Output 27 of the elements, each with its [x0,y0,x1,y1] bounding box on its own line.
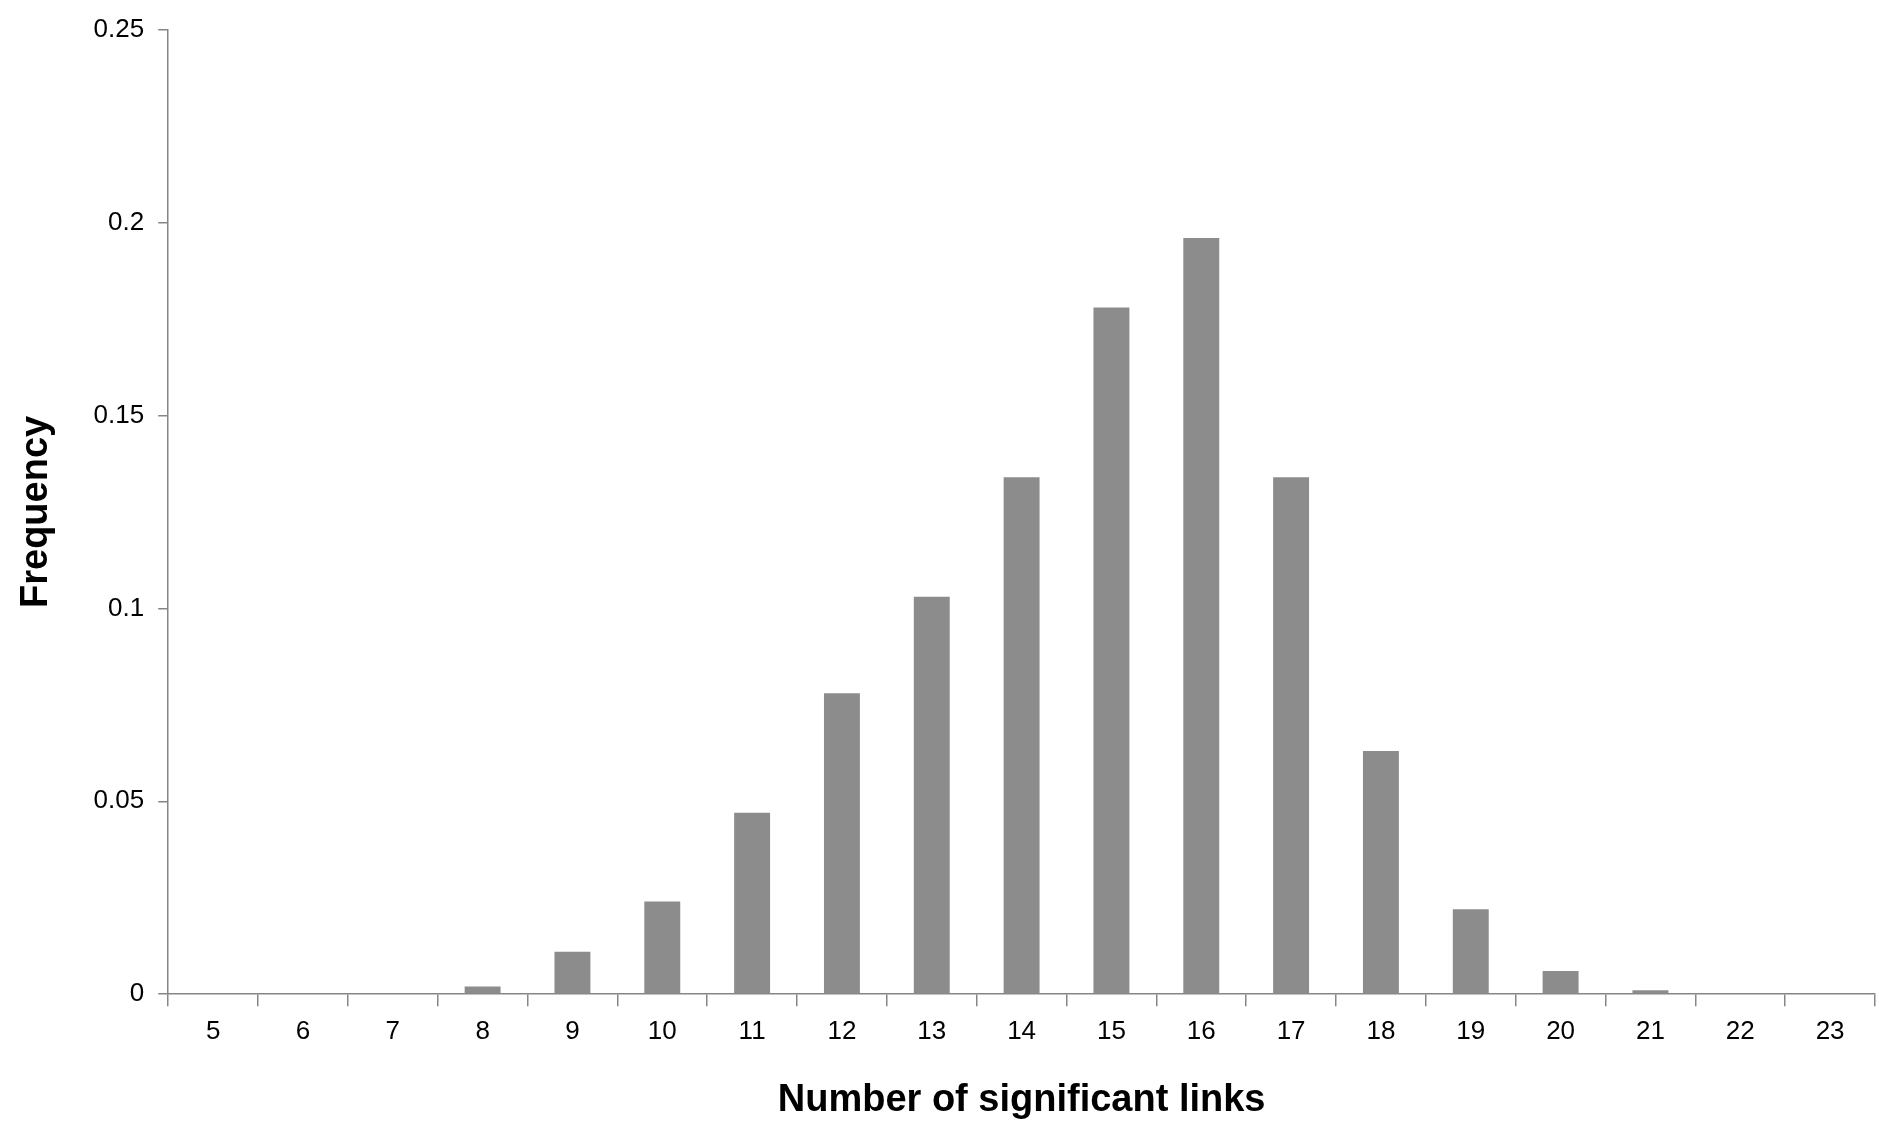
y-tick-label: 0 [129,977,145,1008]
y-tick-label: 0.05 [93,784,145,815]
x-tick-label: 13 [917,1014,947,1045]
x-tick-label: 6 [295,1014,311,1045]
x-tick-label: 19 [1456,1014,1486,1045]
y-tick-label: 0.15 [93,398,145,429]
y-tick-label: 0.25 [93,12,145,43]
x-tick-label: 21 [1635,1014,1665,1045]
y-axis-title: Frequency [13,415,56,608]
x-tick-label: 20 [1546,1014,1576,1045]
x-tick-label: 9 [565,1014,580,1045]
x-tick-label: 23 [1815,1014,1845,1045]
x-tick-label: 18 [1366,1014,1396,1045]
x-tick-label: 17 [1276,1014,1306,1045]
y-tick-label: 0.1 [108,591,145,622]
x-tick-label: 16 [1186,1014,1216,1045]
x-tick-label: 5 [205,1014,221,1045]
x-tick-label: 14 [1007,1014,1037,1045]
x-tick-label: 10 [647,1014,677,1045]
x-tick-label: 22 [1725,1014,1755,1045]
x-tick-label: 12 [827,1014,857,1045]
x-tick-label: 11 [738,1014,766,1045]
x-tick-label: 15 [1096,1014,1126,1045]
x-tick-label: 7 [385,1014,401,1045]
x-tick-label: 8 [475,1014,490,1045]
x-axis-title: Number of significant links [777,1076,1266,1119]
y-tick-label: 0.2 [108,205,145,236]
